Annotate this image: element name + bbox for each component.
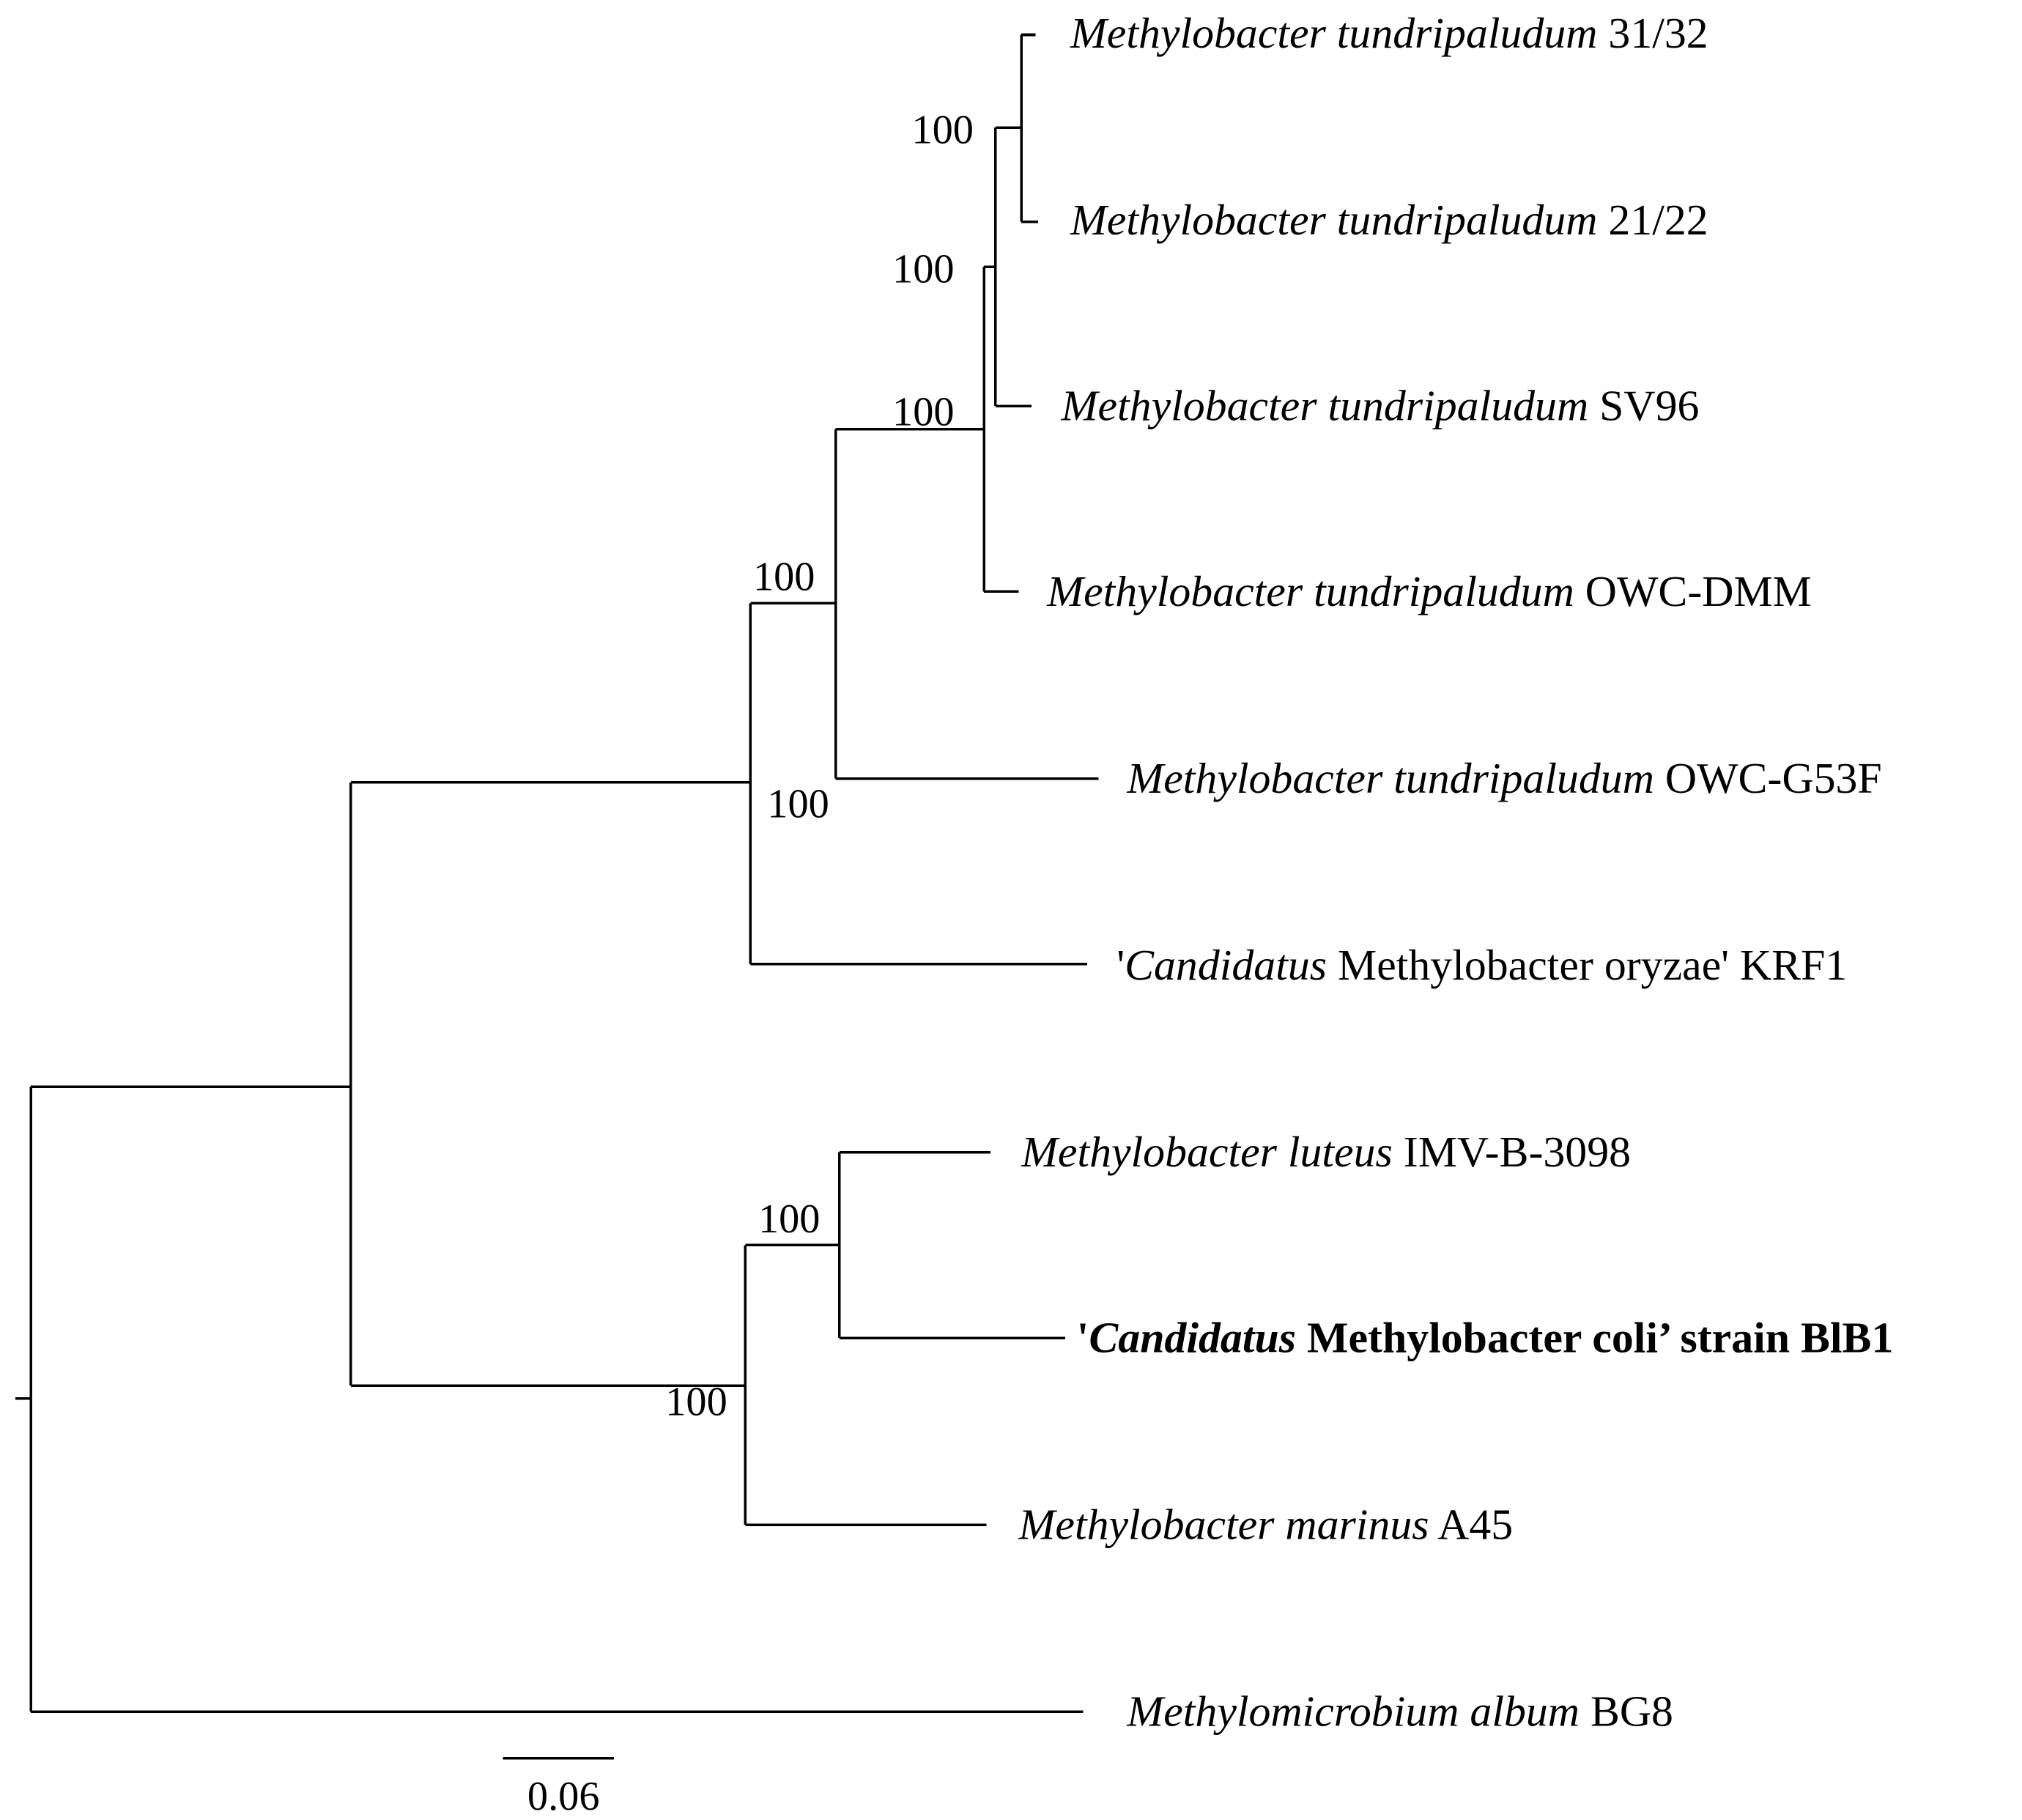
bootstrap-labels: 100 100 100 100 100 100 100 xyxy=(665,107,974,1424)
tree-branches xyxy=(15,33,1099,1713)
leaf-labels: Methylobacter tundripaludum 31/32 Methyl… xyxy=(1018,9,1894,1735)
leaf-label: Methylobacter luteus IMV-B-3098 xyxy=(1021,1128,1631,1176)
bootstrap-label: 100 xyxy=(892,246,954,292)
bootstrap-label: 100 xyxy=(758,1196,820,1242)
leaf-label: 'Candidatus Methylobacter oryzae' KRF1 xyxy=(1116,941,1847,989)
bootstrap-label: 100 xyxy=(665,1380,727,1425)
leaf-label: Methylobacter tundripaludum OWC-G53F xyxy=(1126,754,1881,802)
leaf-label-highlighted: 'Candidatus Methylobacter coli’ strain B… xyxy=(1077,1313,1894,1361)
leaf-label: Methylobacter tundripaludum OWC-DMM xyxy=(1046,567,1812,615)
leaf-label: Methylobacter tundripaludum 21/22 xyxy=(1070,196,1708,244)
leaf-label: Methylobacter tundripaludum 31/32 xyxy=(1070,9,1708,57)
bootstrap-label: 100 xyxy=(767,781,829,826)
leaf-label: Methylobacter marinus A45 xyxy=(1018,1501,1514,1549)
scale-bar: 0.06 xyxy=(503,1756,614,1819)
scale-bar-label: 0.06 xyxy=(527,1774,600,1819)
bootstrap-label: 100 xyxy=(753,555,815,600)
bootstrap-label: 100 xyxy=(892,390,954,435)
leaf-label: Methylomicrobium album BG8 xyxy=(1126,1687,1673,1736)
bootstrap-label: 100 xyxy=(911,107,973,152)
leaf-label: Methylobacter tundripaludum SV96 xyxy=(1061,382,1700,430)
